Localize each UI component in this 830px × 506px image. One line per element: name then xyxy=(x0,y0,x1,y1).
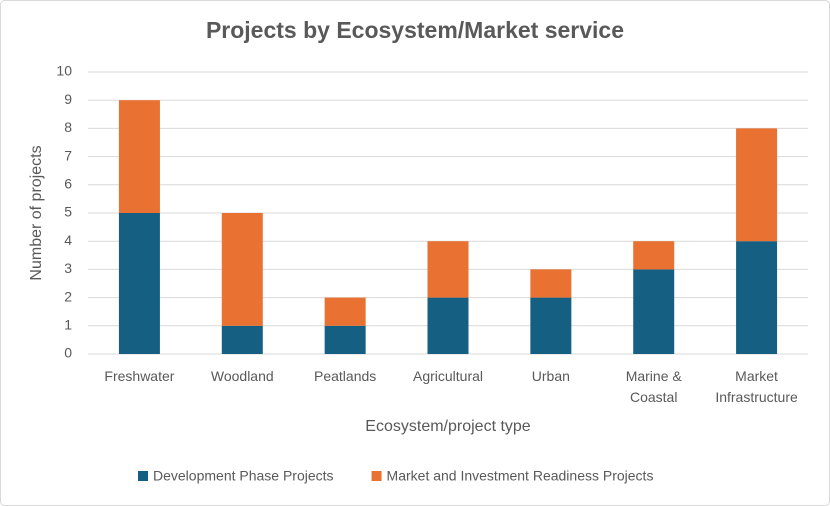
bar-segment xyxy=(427,241,469,298)
y-tick-label: 3 xyxy=(64,260,72,276)
legend-label: Market and Investment Readiness Projects xyxy=(387,468,654,484)
y-tick-label: 5 xyxy=(64,204,72,220)
x-axis-title: Ecosystem/project type xyxy=(365,418,531,435)
bar-segment xyxy=(221,213,263,326)
chart-title: Projects by Ecosystem/Market service xyxy=(206,17,624,43)
y-tick-label: 10 xyxy=(56,63,72,79)
y-axis-title: Number of projects xyxy=(28,145,45,280)
x-tick-label: Woodland xyxy=(210,368,274,384)
y-tick-label: 2 xyxy=(64,288,72,304)
bar-segment xyxy=(324,297,366,326)
x-tick-label: Freshwater xyxy=(104,368,175,384)
x-tick-label: Peatlands xyxy=(314,368,377,384)
y-tick-label: 4 xyxy=(64,232,72,248)
x-tick-label: Agricultural xyxy=(412,368,484,384)
y-tick-label: 8 xyxy=(64,119,72,135)
legend-swatch xyxy=(138,471,148,481)
bar-segment xyxy=(736,241,778,354)
bar-segment xyxy=(736,128,778,242)
bar-segment xyxy=(530,269,572,298)
y-tick-label: 9 xyxy=(64,91,72,107)
y-tick-label: 1 xyxy=(64,317,72,333)
x-tick-label: Marine & Coastal xyxy=(625,368,682,405)
bar-segment xyxy=(530,297,572,354)
legend-swatch xyxy=(371,471,382,481)
x-tick-label: Market Infrastructure xyxy=(715,368,798,405)
legend-label: Development Phase Projects xyxy=(153,468,334,484)
y-tick-label: 6 xyxy=(64,176,72,192)
bar-segment xyxy=(633,241,675,270)
bar-segment xyxy=(221,325,263,354)
bar-segment xyxy=(427,297,469,354)
y-tick-label: 0 xyxy=(64,345,72,361)
y-tick-label: 7 xyxy=(64,147,72,163)
x-tick-label: Urban xyxy=(531,368,570,384)
bar-segment xyxy=(118,213,160,354)
bar-segment xyxy=(118,100,160,213)
bar-segment xyxy=(633,269,675,354)
bar-segment xyxy=(324,325,366,354)
